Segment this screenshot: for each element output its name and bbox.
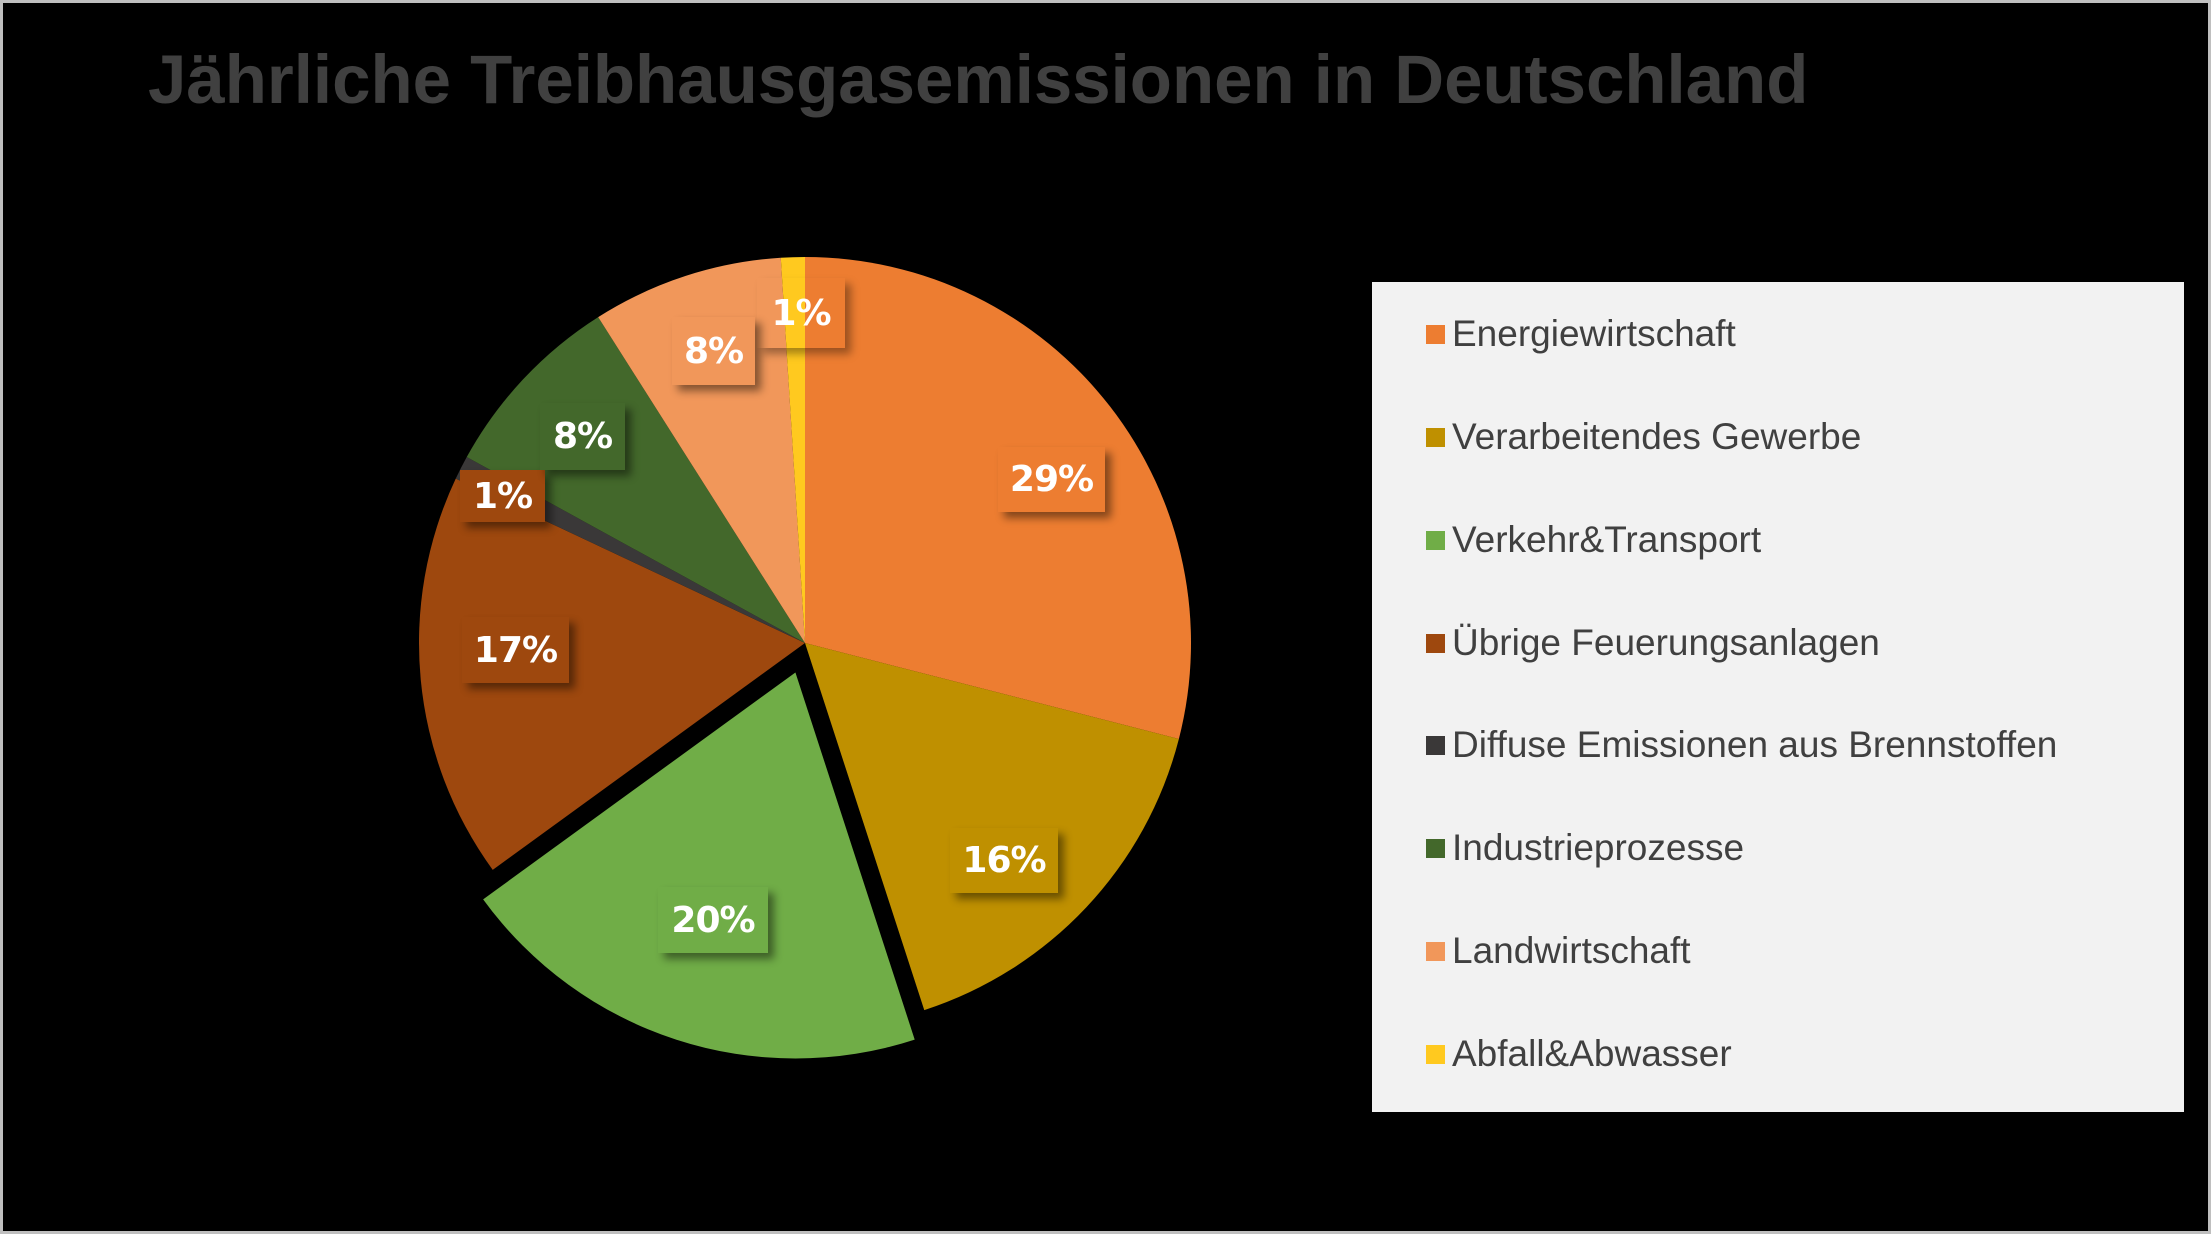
legend-item-diffuse-emissionen[interactable]: Diffuse Emissionen aus Brennstoffen [1426, 724, 2058, 765]
pie-slice-verarbeitendes-gewerbe[interactable] [805, 643, 1179, 1011]
legend-swatch-icon [1426, 1044, 1445, 1064]
legend-label: Diffuse Emissionen aus Brennstoffen [1452, 724, 2058, 765]
data-label-abfall-abwasser: 1% [757, 278, 845, 348]
legend-swatch-icon [1426, 735, 1445, 755]
legend-label: Energiewirtschaft [1452, 313, 1736, 354]
legend-swatch-icon [1426, 941, 1445, 961]
legend-item-energiewirtschaft[interactable]: Energiewirtschaft [1426, 313, 1736, 354]
pie-slice-abfall-abwasser[interactable] [780, 257, 805, 643]
data-label-landwirtschaft: 8% [672, 317, 755, 385]
data-label-industrieprozesse: 8% [540, 403, 625, 470]
legend-swatch-icon [1426, 530, 1445, 550]
legend-item-industrieprozesse[interactable]: Industrieprozesse [1426, 827, 1745, 868]
legend-label: Übrige Feuerungsanlagen [1452, 622, 1880, 663]
legend-label: Industrieprozesse [1452, 827, 1745, 868]
pie-slice-verkehr-transport[interactable] [483, 672, 915, 1059]
legend-item-verarbeitendes-gewerbe[interactable]: Verarbeitendes Gewerbe [1426, 416, 1862, 457]
legend-label: Verarbeitendes Gewerbe [1452, 416, 1862, 457]
data-label-uebrige-feuerungsanlagen: 17% [462, 617, 569, 683]
legend: Energiewirtschaft Verarbeitendes Gewerbe… [1372, 282, 2184, 1112]
legend-swatch-icon [1426, 427, 1445, 447]
legend-label: Verkehr&Transport [1452, 519, 1762, 560]
chart-title: Jährliche Treibhausgasemissionen in Deut… [148, 41, 1809, 118]
legend-item-uebrige-feuerungsanlagen[interactable]: Übrige Feuerungsanlagen [1426, 622, 1880, 663]
pie-slice-uebrige-feuerungsanlagen[interactable] [418, 478, 805, 870]
legend-swatch-icon [1426, 838, 1445, 858]
legend-swatch-icon [1426, 633, 1445, 653]
legend-swatch-icon [1426, 324, 1445, 344]
legend-item-verkehr-transport[interactable]: Verkehr&Transport [1426, 519, 1762, 560]
legend-item-landwirtschaft[interactable]: Landwirtschaft [1426, 930, 1691, 971]
pie-slice-industrieprozesse[interactable] [466, 317, 805, 643]
data-label-diffuse-emissionen-aus-brennstoffen: 1% [460, 470, 545, 522]
data-label-verarbeitendes-gewerbe: 16% [950, 828, 1058, 893]
data-label-energiewirtschaft: 29% [998, 447, 1105, 512]
legend-item-abfall-abwasser[interactable]: Abfall&Abwasser [1426, 1033, 1732, 1074]
legend-label: Abfall&Abwasser [1452, 1033, 1732, 1074]
legend-label: Landwirtschaft [1452, 930, 1691, 971]
data-label-verkehr-transport: 20% [658, 887, 768, 953]
